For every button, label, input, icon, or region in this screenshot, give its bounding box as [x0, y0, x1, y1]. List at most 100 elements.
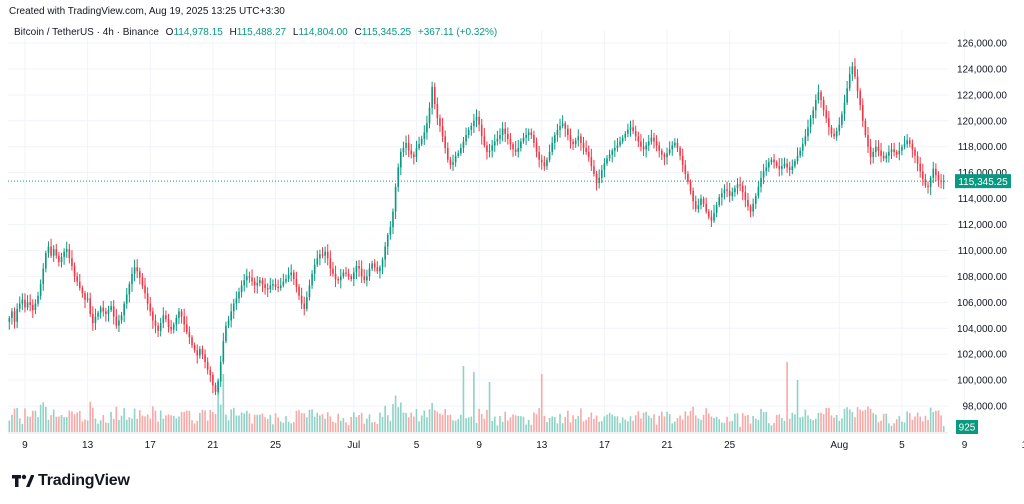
time-tick-label: 25 [724, 440, 736, 451]
candle-body [741, 185, 744, 193]
candle-body [353, 272, 355, 279]
volume-bar [895, 419, 898, 432]
volume-bar [316, 412, 319, 432]
volume-bar [692, 406, 694, 432]
candle-body [84, 293, 86, 300]
candle-body [133, 267, 136, 274]
candle-body [867, 135, 869, 147]
candle-body [21, 299, 24, 304]
candle-body [170, 326, 172, 330]
candle-body [901, 146, 903, 151]
volume-bar [791, 412, 794, 432]
candle-body [136, 267, 139, 272]
volume-bar [608, 413, 611, 432]
volume-bar [433, 410, 436, 432]
volume-bar [426, 417, 428, 432]
candle-body [574, 140, 577, 145]
price-tick-label: 104,000.00 [957, 324, 1007, 335]
candle-body [212, 374, 214, 386]
time-axis[interactable]: 913172125Jul5913172125Aug591317 [22, 440, 1024, 451]
volume-bar [285, 416, 287, 432]
candle-body [801, 144, 804, 151]
volume-bar [183, 411, 185, 432]
candle-body [274, 284, 277, 287]
candle-body [298, 286, 300, 296]
volume-bar [292, 422, 295, 432]
candle-body [877, 146, 880, 151]
candle-body [39, 284, 42, 296]
candle-body [822, 100, 825, 111]
candle-body [316, 258, 319, 265]
candle-body [227, 320, 230, 326]
candle-body [219, 361, 222, 382]
candle-body [47, 246, 50, 254]
candle-body [337, 278, 339, 281]
candle-body [781, 166, 783, 169]
volume-bar [835, 414, 838, 432]
candle-body [666, 153, 668, 158]
volume-bar [373, 421, 376, 432]
volume-bar [37, 417, 39, 432]
volume-bar [266, 419, 269, 432]
volume-bar [89, 401, 92, 432]
volume-bar [99, 420, 102, 432]
candle-body [820, 92, 822, 101]
candle-body [384, 246, 386, 260]
candle-body [405, 142, 407, 149]
close-label: C [354, 27, 362, 38]
volume-bar [559, 413, 561, 432]
time-tick-label: 5 [899, 440, 905, 451]
volume-bar [493, 416, 496, 432]
candle-body [804, 136, 807, 145]
volume-bar [71, 411, 73, 432]
symbol-name[interactable]: Bitcoin / TetherUS · 4h · Binance [14, 27, 159, 38]
volume-bar [144, 416, 146, 432]
volume-bar [553, 417, 556, 432]
volume-bar [50, 415, 52, 432]
candle-body [833, 133, 835, 137]
candle-body [300, 295, 303, 304]
candle-body [368, 268, 371, 277]
volume-bar [157, 421, 159, 432]
candle-body [246, 276, 248, 281]
candle-body [475, 116, 478, 121]
volume-bar [546, 422, 548, 432]
candle-body [185, 324, 188, 333]
change-value: +367.11 (+0.32%) [417, 27, 498, 38]
volume-bar [368, 414, 371, 432]
close-value: 115,345.25 [361, 27, 412, 38]
volume-bar [757, 419, 760, 432]
volume-bar [830, 415, 833, 432]
candle-body [585, 148, 587, 152]
volume-bar [334, 422, 337, 432]
candle-body [178, 311, 180, 318]
candle-body [120, 315, 123, 321]
candle-body [277, 286, 279, 289]
volume-bar [942, 426, 945, 432]
volume-bar [188, 410, 191, 432]
time-tick-label: 25 [270, 440, 282, 451]
open-value: 114,978.15 [173, 27, 223, 38]
volume-bar [574, 418, 577, 432]
volume-bar [658, 415, 661, 432]
candle-body [204, 354, 206, 362]
volume-bar [45, 406, 47, 432]
price-axis[interactable]: 98,000.00 100,000.00 102,000.00 104,000.00 1… [957, 38, 1007, 412]
candle-body [110, 306, 112, 311]
volume-bar [18, 418, 21, 432]
candle-body [444, 136, 446, 149]
volume-bar [332, 421, 334, 432]
candle-body [266, 288, 269, 290]
candle-body [230, 311, 232, 321]
candle-body [206, 361, 209, 370]
volume-bar [861, 410, 864, 432]
volume-bar [363, 423, 366, 432]
volume-bar [587, 417, 590, 432]
volume-bar [561, 423, 564, 432]
volume-bar [864, 409, 867, 432]
candle-body [157, 325, 159, 331]
candle-body [702, 198, 705, 204]
candle-body [418, 144, 420, 149]
tradingview-brand[interactable]: TradingView [12, 472, 130, 490]
